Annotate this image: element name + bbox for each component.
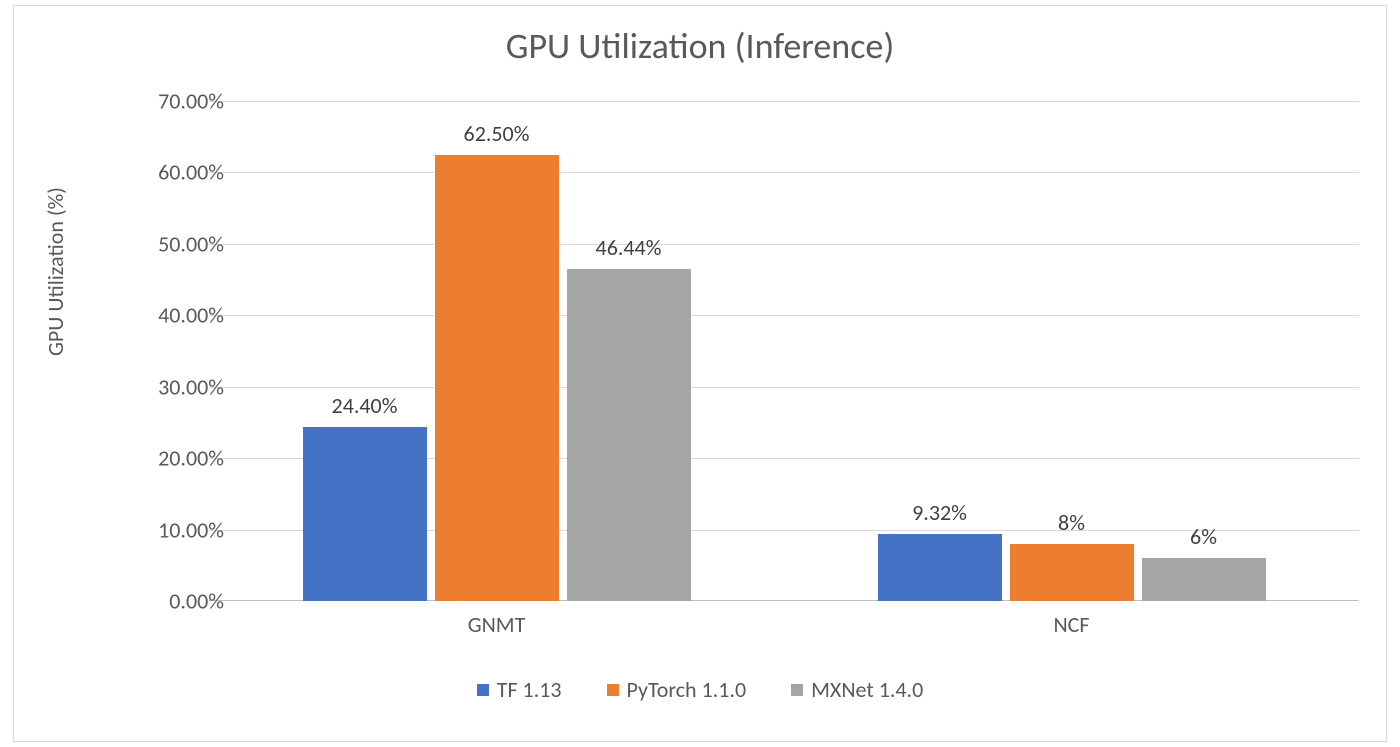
gridline <box>209 244 1359 245</box>
chart-frame: GPU Utilization (Inference) GPU Utilizat… <box>13 5 1387 742</box>
legend-item: MXNet 1.4.0 <box>791 676 923 703</box>
bar <box>1010 544 1134 601</box>
chart-title: GPU Utilization (Inference) <box>14 24 1386 68</box>
y-axis-label: GPU Utilization (%) <box>42 187 69 356</box>
y-tick-label: 30.00% <box>124 373 224 400</box>
y-tick-label: 40.00% <box>124 302 224 329</box>
legend-item: TF 1.13 <box>477 676 562 703</box>
legend-item: PyTorch 1.1.0 <box>607 676 747 703</box>
bar-value-label: 6% <box>1190 523 1217 550</box>
category-label: NCF <box>1053 611 1089 638</box>
bar <box>1142 558 1266 601</box>
bar <box>878 534 1002 601</box>
legend-swatch <box>607 684 619 696</box>
bar-value-label: 9.32% <box>912 499 967 526</box>
y-tick-label: 70.00% <box>124 88 224 115</box>
y-tick-label: 0.00% <box>124 588 224 615</box>
gridline <box>209 172 1359 173</box>
gridline <box>209 387 1359 388</box>
gridline <box>209 315 1359 316</box>
bar-value-label: 24.40% <box>332 392 398 419</box>
legend-label: PyTorch 1.1.0 <box>627 676 747 703</box>
y-tick-label: 10.00% <box>124 516 224 543</box>
legend-label: MXNet 1.4.0 <box>811 676 923 703</box>
bar-value-label: 8% <box>1058 509 1085 536</box>
legend: TF 1.13 PyTorch 1.1.0 MXNet 1.4.0 <box>14 676 1386 703</box>
legend-swatch <box>477 684 489 696</box>
category-label: GNMT <box>468 611 526 638</box>
legend-label: TF 1.13 <box>497 676 562 703</box>
y-tick-label: 60.00% <box>124 159 224 186</box>
bar-value-label: 62.50% <box>464 120 530 147</box>
bar <box>303 427 427 601</box>
bar <box>567 269 691 601</box>
plot-area: 24.40% 62.50% 46.44% 9.32% 8% 6% <box>209 101 1359 601</box>
y-tick-label: 50.00% <box>124 230 224 257</box>
gridline <box>209 101 1359 102</box>
y-tick-label: 20.00% <box>124 445 224 472</box>
bar <box>435 155 559 601</box>
legend-swatch <box>791 684 803 696</box>
bar-value-label: 46.44% <box>596 234 662 261</box>
